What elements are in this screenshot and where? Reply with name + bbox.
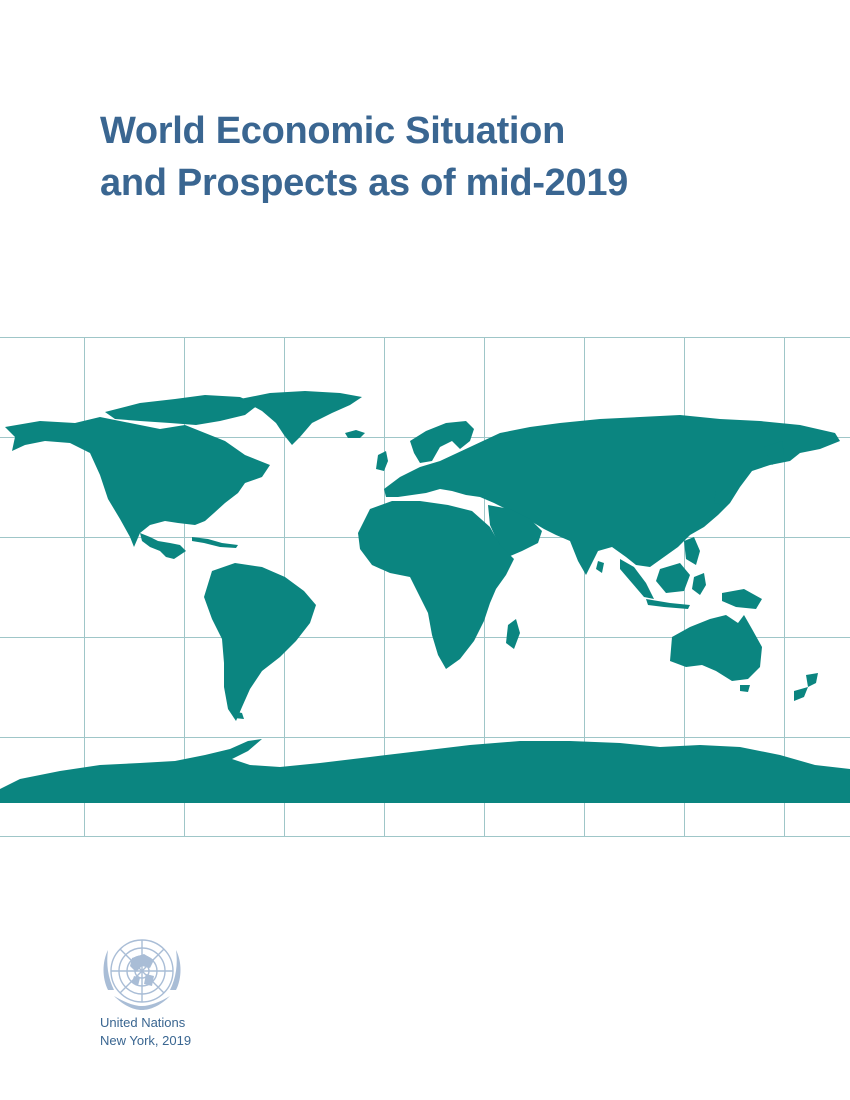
landmass-africa [358,501,514,669]
landmass-new-zealand-south [794,687,808,701]
cover-title: World Economic Situation and Prospects a… [100,105,628,209]
landmass-sulawesi [692,573,706,595]
landmass-antarctica [0,739,850,803]
landmass-tasmania [740,685,750,692]
landmass-iceland [345,430,365,438]
landmass-japan [714,469,742,505]
landmass-eurasia [384,415,840,575]
landmass-borneo [656,563,690,593]
publisher-block: United Nations New York, 2019 [100,1014,191,1050]
landmass-kamchatka [764,441,784,465]
landmass-sri-lanka [596,561,604,573]
landmass-philippines [684,537,700,565]
landmass-tierra-del-fuego [232,711,244,719]
landmass-arctic-islands [105,395,258,425]
world-map-icon [0,337,850,837]
landmass-new-guinea [722,589,762,609]
landmass-caribbean [192,537,238,548]
landmass-arabia [488,505,542,557]
map-landmasses [0,391,850,803]
landmass-java [646,599,690,609]
landmass-australia [670,615,762,681]
landmass-central-america [140,533,186,559]
cover-title-line-1: World Economic Situation [100,110,565,152]
publisher-place-year: New York, 2019 [100,1033,192,1048]
landmass-new-zealand [806,673,818,687]
landmass-north-america [5,417,270,547]
landmass-south-america [204,563,316,721]
landmass-madagascar [506,619,520,649]
landmass-scandinavia [410,421,474,463]
landmass-british-isles [376,451,388,471]
landmass-greenland [240,391,362,445]
landmass-sumatra [620,559,654,599]
united-nations-emblem-icon [94,930,190,1016]
cover-title-line-2: and Prospects as of mid-2019 [100,162,629,204]
publisher-name: United Nations [100,1015,186,1030]
